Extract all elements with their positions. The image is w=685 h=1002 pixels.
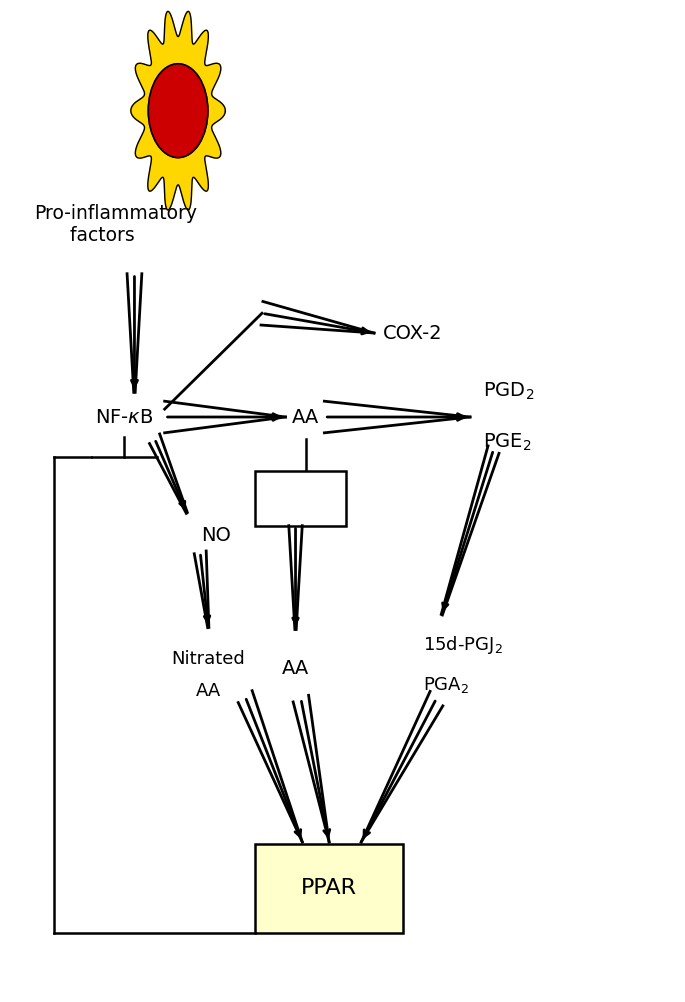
Polygon shape	[131, 11, 225, 210]
Text: Pro-inflammatory
      factors: Pro-inflammatory factors	[34, 203, 197, 244]
Text: 15d-PGJ$_2$: 15d-PGJ$_2$	[423, 634, 503, 656]
Text: PGA$_2$: PGA$_2$	[423, 674, 469, 694]
Text: COX-2: COX-2	[383, 324, 443, 343]
Text: PGE$_2$: PGE$_2$	[484, 432, 532, 453]
Text: NO: NO	[201, 526, 232, 545]
Text: NF-$\kappa$B: NF-$\kappa$B	[95, 408, 153, 427]
Bar	[256, 844, 403, 933]
Text: PGD$_2$: PGD$_2$	[484, 381, 535, 402]
Text: Nitrated: Nitrated	[171, 650, 245, 668]
Text: AA: AA	[196, 681, 221, 699]
Text: PPAR: PPAR	[301, 879, 357, 899]
Text: AA: AA	[292, 408, 319, 427]
Ellipse shape	[148, 64, 208, 157]
Text: AA: AA	[282, 659, 309, 678]
Bar	[256, 471, 346, 526]
